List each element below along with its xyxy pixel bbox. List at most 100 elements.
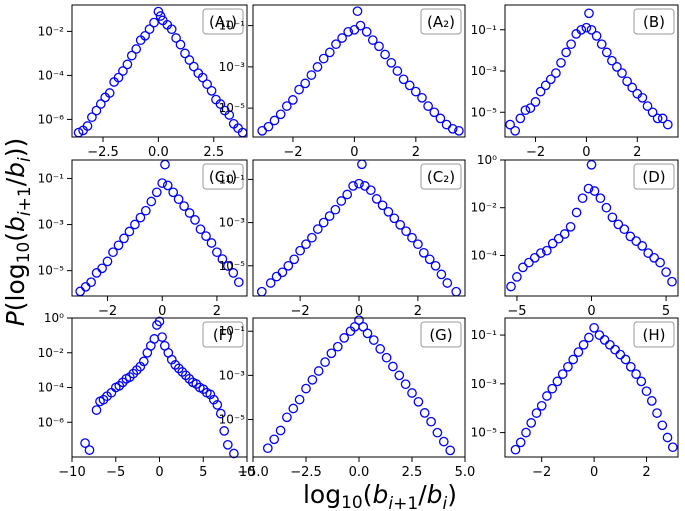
- data-point: [526, 418, 537, 428]
- data-point: [223, 261, 233, 271]
- y-tick-label: 10⁻³: [471, 64, 498, 78]
- data-point: [389, 213, 400, 224]
- data-point: [586, 159, 597, 170]
- data-point: [339, 333, 350, 343]
- x-tick-label: −5: [106, 465, 125, 480]
- data-point: [619, 224, 630, 235]
- x-tick-label: −2: [98, 304, 117, 319]
- data-point: [394, 370, 405, 381]
- data-point: [662, 119, 673, 130]
- data-point: [404, 80, 415, 91]
- data-point: [275, 425, 286, 436]
- x-tick-label: −2: [283, 145, 302, 160]
- panel-label-box: [633, 321, 675, 348]
- data-point: [365, 185, 376, 196]
- data-point: [179, 201, 189, 211]
- data-point: [596, 39, 607, 50]
- data-point: [188, 61, 199, 72]
- data-point: [201, 231, 211, 241]
- data-point: [591, 31, 602, 41]
- data-point: [318, 217, 329, 228]
- data-point: [263, 121, 274, 132]
- panel-7: −5.0 −2.5 0.0 2.5 5.0 10⁻⁵ 10⁻³ 10⁻¹ (G): [219, 315, 476, 480]
- y-axis-title: P(log10(bi+1/bi)): [1, 138, 35, 327]
- plot-frame: [71, 159, 248, 297]
- data-point: [540, 80, 551, 91]
- data-point: [219, 426, 230, 436]
- data-point: [324, 47, 335, 58]
- data-point: [375, 344, 386, 354]
- data-point: [175, 39, 186, 50]
- data-point: [331, 39, 341, 50]
- data-point: [657, 113, 668, 124]
- panel-label-box: [420, 321, 462, 348]
- data-point: [430, 260, 441, 271]
- data-point: [330, 204, 341, 215]
- x-tick-label: 5.0: [455, 465, 476, 480]
- data-point: [362, 328, 373, 339]
- data-point: [557, 369, 568, 379]
- data-point: [146, 196, 157, 207]
- data-point: [584, 332, 594, 343]
- data-point: [662, 432, 673, 443]
- data-point: [383, 206, 394, 217]
- data-point: [361, 26, 372, 37]
- panel-8: −2 0 2 10⁻⁵ 10⁻³ 10⁻¹ (H): [471, 317, 679, 480]
- y-tick-label: 10⁻⁵: [471, 426, 498, 440]
- y-tick-label: 10⁻⁴: [471, 248, 498, 262]
- y-tick-label: 10⁻⁵: [219, 259, 246, 273]
- panel-label-box: [633, 8, 675, 35]
- data-point: [589, 322, 599, 333]
- data-point: [583, 183, 594, 194]
- x-tick-label: 10: [239, 465, 256, 480]
- panel-6: −10 −5 0 5 10 10⁻⁶ 10⁻⁴ 10⁻² 10⁰ (F): [38, 311, 256, 480]
- y-tick-label: 10⁻³: [219, 368, 246, 382]
- data-point: [190, 215, 200, 225]
- data-point: [418, 247, 429, 258]
- plot-frame: [71, 4, 248, 138]
- data-point: [82, 121, 93, 131]
- data-point: [398, 74, 409, 85]
- panel-label-box: [633, 163, 675, 190]
- data-point: [442, 278, 453, 288]
- data-point: [510, 125, 521, 136]
- data-point: [388, 361, 398, 372]
- data-point: [124, 372, 135, 382]
- data-point: [173, 363, 184, 374]
- data-point: [586, 24, 597, 35]
- y-tick-label: 10⁻⁴: [38, 381, 65, 395]
- panel-0: −2.5 0.0 2.5 10⁻⁶ 10⁻⁴ 10⁻² (A₁): [38, 4, 248, 160]
- y-tick-label: 10⁻⁵: [38, 264, 65, 278]
- data-point: [447, 123, 458, 134]
- data-point: [257, 125, 268, 136]
- data-point: [217, 254, 228, 264]
- data-point: [547, 238, 558, 249]
- x-tick-label: 0: [355, 304, 363, 319]
- x-tick-label: −2: [291, 304, 310, 319]
- data-point: [631, 369, 641, 379]
- data-point: [131, 44, 142, 54]
- data-point: [295, 245, 305, 256]
- data-point: [552, 376, 563, 387]
- data-point: [641, 386, 652, 397]
- data-point: [637, 241, 648, 251]
- plot-frame: [252, 4, 466, 138]
- x-tick-label: 2.5: [402, 465, 423, 480]
- data-point: [617, 68, 627, 78]
- y-tick-label: 10⁻¹: [219, 19, 246, 33]
- data-point: [166, 24, 177, 35]
- data-point: [581, 22, 592, 33]
- data-point: [324, 211, 335, 221]
- data-point: [435, 113, 446, 124]
- data-point: [307, 232, 317, 243]
- data-point: [559, 229, 570, 239]
- data-point: [607, 55, 617, 66]
- data-point: [149, 17, 159, 28]
- data-point: [162, 180, 173, 191]
- data-point: [281, 101, 292, 111]
- data-point: [529, 252, 540, 263]
- data-point: [229, 448, 239, 459]
- y-tick-label: 10⁰: [44, 311, 64, 325]
- data-point: [180, 48, 190, 59]
- data-point: [506, 281, 516, 292]
